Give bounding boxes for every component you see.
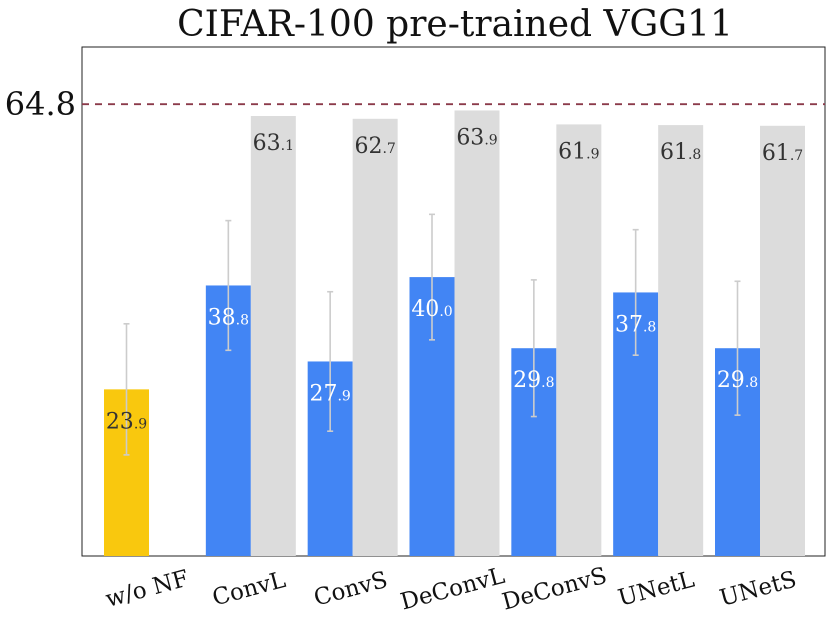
x-tick-label-1: ConvL bbox=[210, 567, 289, 611]
x-tick-label-6: UNetS bbox=[717, 567, 799, 612]
bar-reference-label-5: 61.8 bbox=[660, 140, 701, 165]
x-tick-label-2: ConvS bbox=[311, 567, 390, 612]
error-bar-3 bbox=[429, 213, 435, 341]
reference-line-label: 64.8 bbox=[5, 85, 76, 123]
bar-reference-label-3: 63.9 bbox=[456, 125, 497, 150]
error-bar-5 bbox=[632, 228, 639, 356]
error-bar-0 bbox=[123, 323, 130, 456]
bar-reference-label-2: 62.7 bbox=[354, 134, 395, 159]
bar-primary-label-0: 23.9 bbox=[106, 409, 147, 434]
error-bar-6 bbox=[734, 280, 741, 416]
x-tick-label-3: DeConvL bbox=[398, 563, 508, 616]
bar-reference-4 bbox=[556, 124, 602, 557]
x-tick-label-0: w/o NF bbox=[103, 566, 192, 613]
bar-primary-label-4: 29.8 bbox=[513, 368, 554, 393]
bar-primary-label-2: 27.9 bbox=[309, 381, 350, 406]
bar-primary-label-1: 38.8 bbox=[208, 305, 249, 330]
bar-reference-2 bbox=[352, 118, 398, 556]
bar-primary-label-3: 40.0 bbox=[411, 297, 452, 322]
x-tick-label-4: DeConvS bbox=[499, 563, 609, 616]
bar-reference-1 bbox=[250, 116, 296, 556]
x-tick-label-5: UNetL bbox=[615, 567, 697, 612]
bar-reference-6 bbox=[760, 125, 805, 557]
error-bar-1 bbox=[225, 219, 232, 352]
bar-primary-label-5: 37.8 bbox=[615, 312, 656, 337]
bar-reference-5 bbox=[658, 125, 704, 557]
error-bar-4 bbox=[530, 279, 537, 418]
bar-reference-label-4: 61.9 bbox=[558, 139, 599, 164]
bar-reference-label-6: 61.7 bbox=[762, 141, 803, 166]
bar-reference-label-1: 63.1 bbox=[253, 131, 294, 156]
error-bar-2 bbox=[327, 290, 334, 432]
bar-reference-3 bbox=[454, 110, 500, 556]
chart-title: CIFAR-100 pre-trained VGG11 bbox=[177, 4, 733, 45]
plot-area: 23.9 63.1 38.8 62.7 27.9 63.9 40.0 61.9 29.8 61.8… bbox=[81, 46, 826, 557]
bar-primary-label-6: 29.8 bbox=[717, 368, 758, 393]
